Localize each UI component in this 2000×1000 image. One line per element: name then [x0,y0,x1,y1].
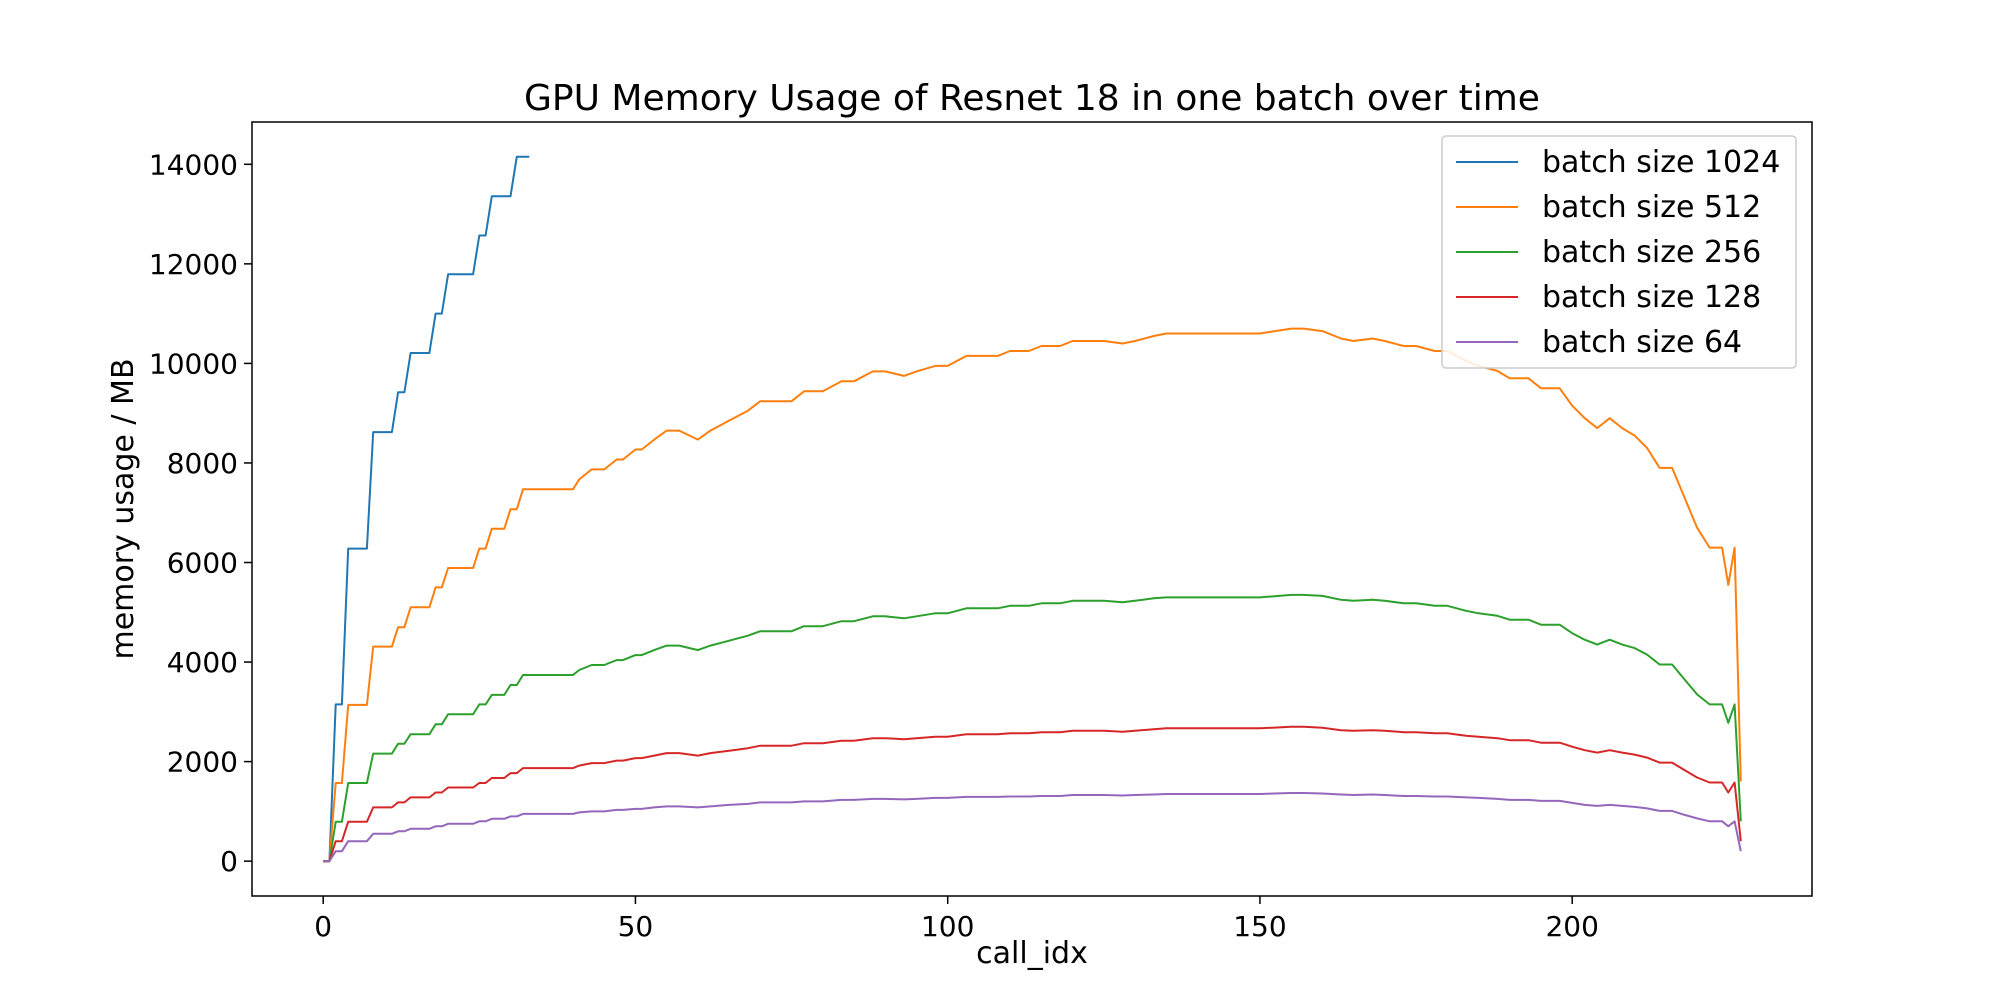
x-tick-label: 50 [618,910,654,943]
y-tick-label: 6000 [167,547,238,580]
series-lines [323,155,1742,863]
legend-label-1: batch size 512 [1542,190,1761,225]
y-tick-label: 14000 [149,148,238,181]
series-line-4 [323,792,1742,863]
x-tick-label: 200 [1545,910,1598,943]
legend-label-2: batch size 256 [1542,235,1761,270]
series-line-0 [323,155,530,863]
y-tick-label: 10000 [149,347,238,380]
y-axis-ticks: 0 2000 4000 6000 8000 10000 12000 14000 [149,148,252,878]
legend-frame [1441,135,1797,369]
chart-title: GPU Memory Usage of Resnet 18 in one bat… [524,78,1540,119]
series-line-2 [323,593,1742,863]
legend-label-3: batch size 128 [1542,280,1761,315]
y-tick-label: 12000 [149,248,238,281]
y-tick-label: 8000 [167,447,238,480]
x-axis-label: call_idx [976,936,1088,971]
x-tick-label: 100 [921,910,974,943]
y-tick-label: 4000 [167,646,238,679]
y-tick-label: 2000 [167,746,238,779]
x-axis-ticks: 0 50 100 150 200 [314,896,1599,943]
x-tick-label: 0 [314,910,332,943]
plot-area-frame [251,121,1813,897]
series-line-1 [323,327,1742,863]
legend: batch size 1024 batch size 512 batch size … [1441,135,1797,369]
legend-label-4: batch size 64 [1542,325,1742,360]
series-line-3 [323,725,1742,863]
legend-label-0: batch size 1024 [1542,145,1780,180]
y-axis-label: memory usage / MB [106,358,141,659]
legend-entries: batch size 1024 batch size 512 batch size … [1456,145,1780,360]
x-tick-label: 150 [1233,910,1286,943]
y-tick-label: 0 [220,845,238,878]
